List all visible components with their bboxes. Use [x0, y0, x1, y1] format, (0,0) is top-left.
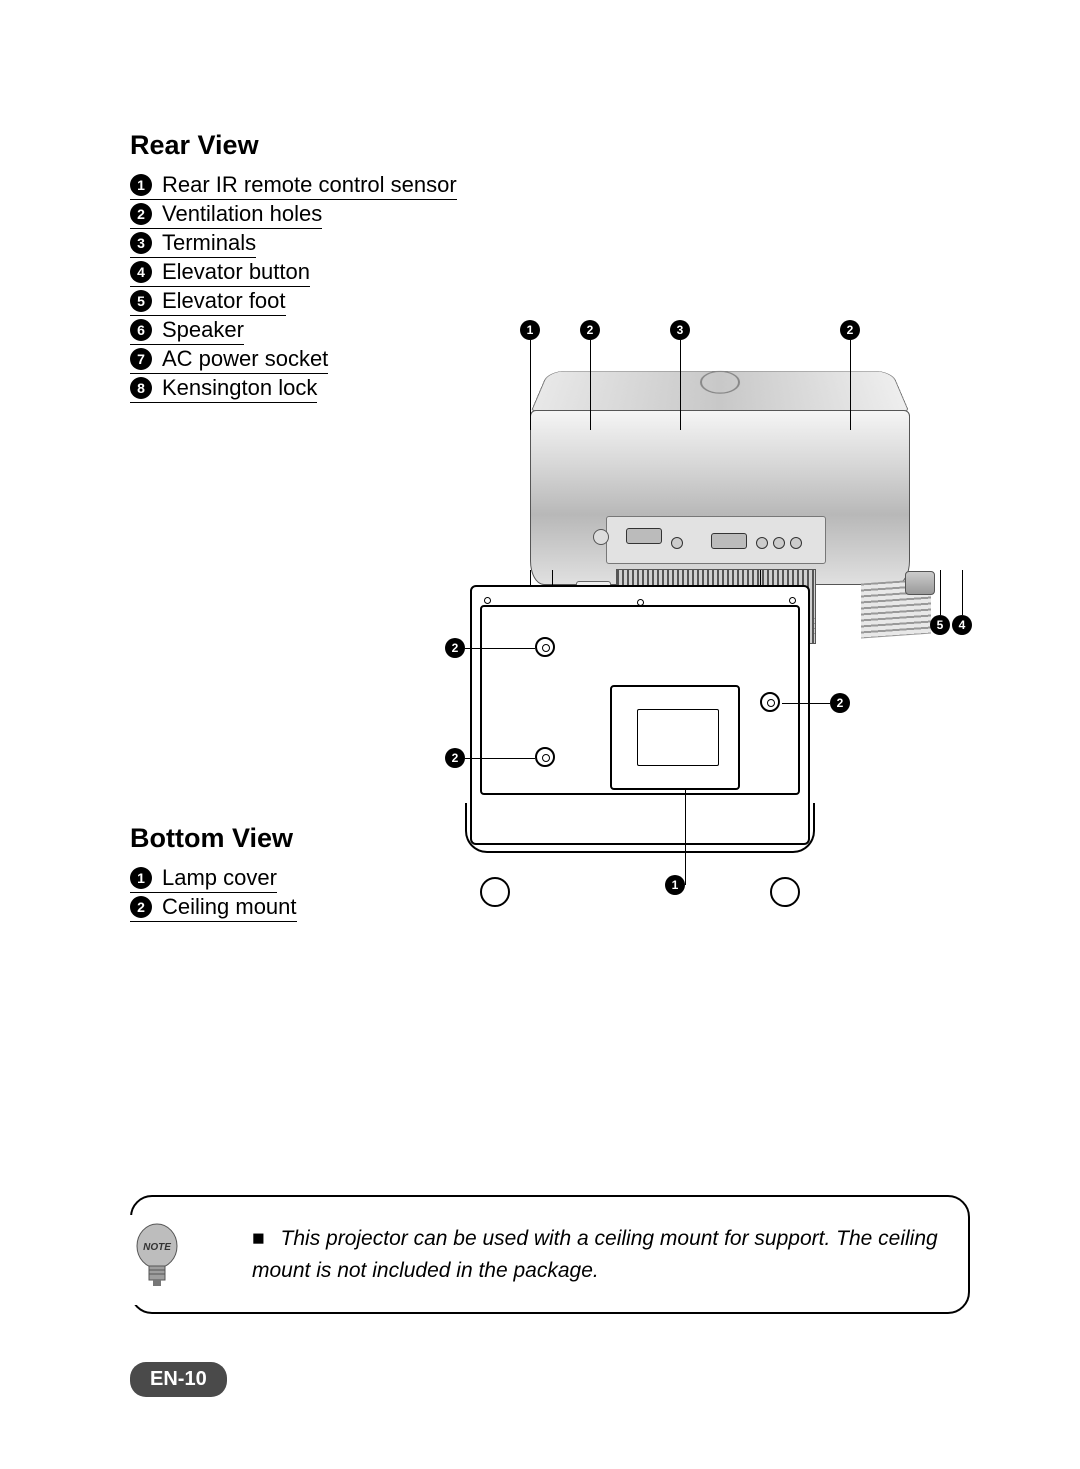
legend-item: 5 Elevator foot [130, 287, 286, 316]
legend-item: 2 Ceiling mount [130, 893, 297, 922]
legend-label: Ventilation holes [162, 201, 322, 227]
legend-label: Elevator foot [162, 288, 286, 314]
legend-bullet: 2 [130, 896, 152, 918]
legend-label: Kensington lock [162, 375, 317, 401]
legend-item: 1 Rear IR remote control sensor [130, 171, 457, 200]
legend-label: Ceiling mount [162, 894, 297, 920]
legend-bullet: 7 [130, 348, 152, 370]
callout-number: 2 [580, 320, 600, 340]
manual-page: Rear View 1 Rear IR remote control sensor… [0, 0, 1080, 1469]
callout-number: 2 [830, 693, 850, 713]
legend-label: Rear IR remote control sensor [162, 172, 457, 198]
legend-item: 6 Speaker [130, 316, 244, 345]
note-text: This projector can be used with a ceilin… [252, 1227, 938, 1282]
legend-item: 1 Lamp cover [130, 864, 277, 893]
legend-label: Elevator button [162, 259, 310, 285]
callout-number: 2 [445, 748, 465, 768]
legend-item: 2 Ventilation holes [130, 200, 322, 229]
legend-bullet: 5 [130, 290, 152, 312]
callout-number: 4 [952, 615, 972, 635]
legend-bullet: 8 [130, 377, 152, 399]
legend-label: Speaker [162, 317, 244, 343]
legend-bullet: 6 [130, 319, 152, 341]
legend-bullet: 3 [130, 232, 152, 254]
legend-label: AC power socket [162, 346, 328, 372]
legend-item: 7 AC power socket [130, 345, 328, 374]
legend-bullet: 4 [130, 261, 152, 283]
callout-number: 1 [665, 875, 685, 895]
rear-view-section: Rear View 1 Rear IR remote control sensor… [130, 130, 970, 403]
note-label: NOTE [143, 1242, 171, 1253]
callout-number: 1 [520, 320, 540, 340]
legend-label: Lamp cover [162, 865, 277, 891]
legend-bullet: 2 [130, 203, 152, 225]
legend-item: 4 Elevator button [130, 258, 310, 287]
legend-label: Terminals [162, 230, 256, 256]
legend-item: 8 Kensington lock [130, 374, 317, 403]
callout-number: 5 [930, 615, 950, 635]
rear-view-heading: Rear View [130, 130, 970, 161]
bottom-view-illustration: 2 2 2 1 [410, 575, 860, 905]
callout-number: 2 [445, 638, 465, 658]
legend-bullet: 1 [130, 174, 152, 196]
legend-bullet: 1 [130, 867, 152, 889]
page-number-badge: EN-10 [130, 1362, 227, 1397]
callout-number: 2 [840, 320, 860, 340]
legend-item: 3 Terminals [130, 229, 256, 258]
note-bulb-icon: NOTE [122, 1215, 192, 1305]
callout-number: 3 [670, 320, 690, 340]
note-box: NOTE ■ This projector can be used with a… [130, 1195, 970, 1314]
bullet-square-icon: ■ [252, 1227, 265, 1250]
